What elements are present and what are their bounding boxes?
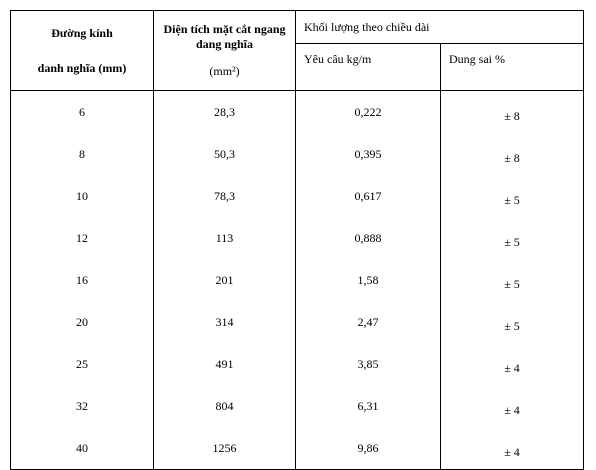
table-cell: ± 5 bbox=[440, 217, 584, 259]
table-row: 10 78,3 0,617 ± 5 bbox=[10, 175, 584, 217]
header-cell: Khối lượng theo chiều dài bbox=[295, 10, 584, 44]
table-cell: 12 bbox=[10, 217, 154, 259]
table-cell: 491 bbox=[153, 343, 296, 385]
table-cell: 0,222 bbox=[295, 90, 441, 133]
table-row: 12 113 0,888 ± 5 bbox=[10, 217, 584, 259]
header-text: (mm²) bbox=[209, 64, 240, 78]
table-cell: ± 5 bbox=[440, 175, 584, 217]
table-cell: 0,395 bbox=[295, 133, 441, 175]
page: Đường kính danh nghĩa (mm) Diện tích mặt… bbox=[10, 10, 584, 470]
table-cell: 1256 bbox=[153, 427, 296, 470]
table-cell: ± 4 bbox=[440, 343, 584, 385]
table-body: 6 28,3 0,222 ± 8 8 50,3 0,395 ± 8 10 78,3 0,617 ± 5… bbox=[10, 90, 584, 470]
header-text: Diện tích mặt cắt ngang bbox=[163, 22, 286, 36]
table-cell: ± 4 bbox=[440, 385, 584, 427]
table-row: 25 491 3,85 ± 4 bbox=[10, 343, 584, 385]
table-cell: 3,85 bbox=[295, 343, 441, 385]
table-cell: 50,3 bbox=[153, 133, 296, 175]
table-cell: 32 bbox=[10, 385, 154, 427]
table-row: 16 201 1,58 ± 5 bbox=[10, 259, 584, 301]
table-cell: 0,617 bbox=[295, 175, 441, 217]
table-cell: ± 8 bbox=[440, 90, 584, 133]
table-cell: 201 bbox=[153, 259, 296, 301]
table-row: 20 314 2,47 ± 5 bbox=[10, 301, 584, 343]
table-cell: 40 bbox=[10, 427, 154, 470]
header-cell: Dung sai % bbox=[440, 43, 584, 91]
table-row: 8 50,3 0,395 ± 8 bbox=[10, 133, 584, 175]
table-cell: 10 bbox=[10, 175, 154, 217]
table-row: 32 804 6,31 ± 4 bbox=[10, 385, 584, 427]
table-cell: ± 5 bbox=[440, 301, 584, 343]
table-cell: ± 4 bbox=[440, 427, 584, 470]
table-cell: 20 bbox=[10, 301, 154, 343]
header-text: dang nghĩa bbox=[195, 37, 254, 51]
header-cell: Yêu câu kg/m bbox=[295, 43, 441, 91]
table-cell: 804 bbox=[153, 385, 296, 427]
table-cell: 28,3 bbox=[153, 90, 296, 133]
table-row: 40 1256 9,86 ± 4 bbox=[10, 427, 584, 470]
table-cell: 25 bbox=[10, 343, 154, 385]
table-cell: ± 5 bbox=[440, 259, 584, 301]
table-cell: 78,3 bbox=[153, 175, 296, 217]
table-cell: 113 bbox=[153, 217, 296, 259]
table-cell: 1,58 bbox=[295, 259, 441, 301]
spec-table: Đường kính danh nghĩa (mm) Diện tích mặt… bbox=[10, 10, 584, 470]
table-cell: 6,31 bbox=[295, 385, 441, 427]
table-cell: 6 bbox=[10, 90, 154, 133]
header-cell: Diện tích mặt cắt ngang dang nghĩa (mm²) bbox=[153, 10, 296, 91]
table-cell: ± 8 bbox=[440, 133, 584, 175]
table-cell: 2,47 bbox=[295, 301, 441, 343]
table-row: 6 28,3 0,222 ± 8 bbox=[10, 90, 584, 133]
table-cell: 0,888 bbox=[295, 217, 441, 259]
header-text: danh nghĩa (mm) bbox=[37, 60, 127, 75]
header-text: Đường kính bbox=[51, 25, 113, 40]
header-cell: Đường kính danh nghĩa (mm) bbox=[10, 10, 154, 91]
table-cell: 9,86 bbox=[295, 427, 441, 470]
table-cell: 314 bbox=[153, 301, 296, 343]
table-cell: 8 bbox=[10, 133, 154, 175]
table-cell: 16 bbox=[10, 259, 154, 301]
